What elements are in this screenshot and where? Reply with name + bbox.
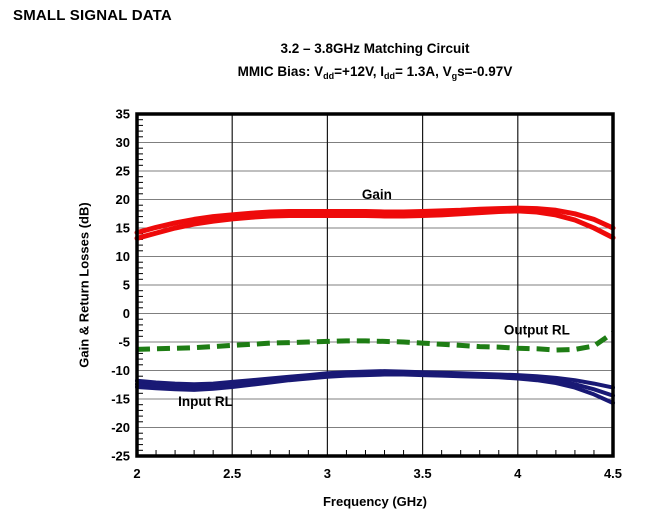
x-tick-label: 3.5 <box>414 466 432 481</box>
x-tick-label: 2.5 <box>223 466 241 481</box>
text-segment: MMIC Bias: V <box>237 64 324 79</box>
y-tick-label: 10 <box>116 249 130 264</box>
series-input-rl-curve <box>135 369 615 390</box>
y-tick-label: 30 <box>116 135 130 150</box>
y-tick-label: -20 <box>111 420 130 435</box>
chart-title: 3.2 – 3.8GHz Matching Circuit <box>280 41 470 56</box>
x-tick-label: 2 <box>133 466 140 481</box>
subscript-text: dd <box>383 71 395 81</box>
x-tick-label: 4.5 <box>604 466 622 481</box>
plot-border <box>135 112 615 458</box>
series-label-input-rl: Input RL <box>178 394 233 409</box>
x-axis-title: Frequency (GHz) <box>322 494 427 509</box>
page-title: SMALL SIGNAL DATA <box>13 7 172 24</box>
subscript-text: g <box>451 71 458 81</box>
series-label-output-rl: Output RL <box>504 323 570 338</box>
y-tick-label: 35 <box>116 107 130 122</box>
y-tick-label: 0 <box>123 306 130 321</box>
y-tick-label: -5 <box>118 335 130 350</box>
y-tick-label: -25 <box>111 449 130 464</box>
chart-subtitle: MMIC Bias: Vdd=+12V, Idd= 1.3A, Vgs=-0.9… <box>87 64 650 81</box>
subscript-text: dd <box>323 71 335 81</box>
y-axis-title: Gain & Return Losses (dB) <box>76 202 92 368</box>
y-tick-label: 5 <box>123 278 130 293</box>
series-gain-curve <box>134 205 616 236</box>
y-tick-label: 15 <box>116 221 130 236</box>
y-tick-label: -10 <box>111 363 130 378</box>
x-tick-label: 4 <box>514 466 522 481</box>
x-tick-label: 3 <box>324 466 331 481</box>
y-tick-label: 25 <box>116 164 130 179</box>
text-segment: =+12V, I <box>334 64 384 79</box>
series-label-gain: Gain <box>362 187 392 202</box>
y-tick-label: 20 <box>116 192 130 207</box>
series-gain-curve <box>134 208 616 241</box>
text-segment: = 1.3A, V <box>394 64 452 79</box>
text-segment: s=-0.97V <box>457 64 513 79</box>
series-input-rl-curve <box>135 372 615 405</box>
y-tick-label: -15 <box>111 392 130 407</box>
